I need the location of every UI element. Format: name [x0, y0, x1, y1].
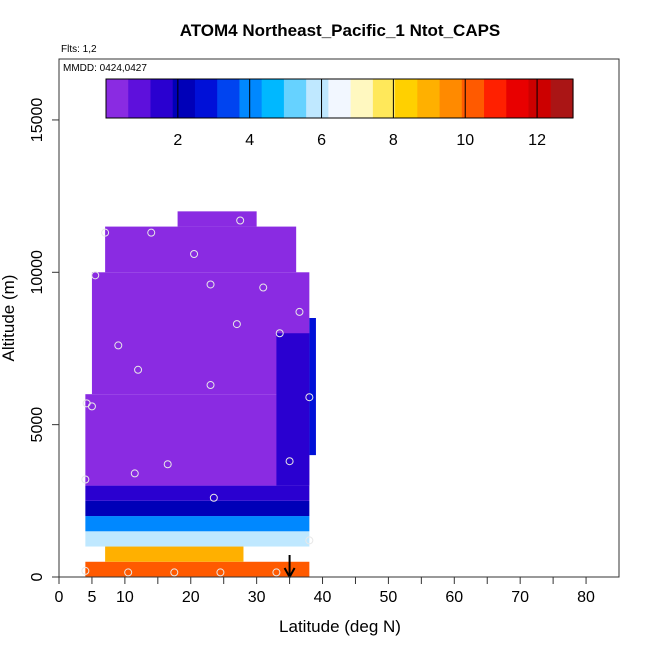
colorbar-swatch [306, 79, 329, 118]
heatmap-cell [85, 485, 310, 501]
sample-point [114, 341, 123, 350]
x-tick-label: 50 [380, 589, 398, 606]
sample-point [87, 402, 96, 411]
sample-point [124, 568, 133, 577]
colorbar-swatch [439, 79, 463, 118]
colorbar-swatch [217, 79, 241, 118]
colorbar-swatch [461, 79, 485, 118]
sample-point [163, 460, 172, 469]
sample-points [81, 216, 314, 577]
y-tick-label: 0 [29, 572, 46, 581]
sample-point [190, 250, 199, 259]
x-tick-label: 30 [248, 589, 266, 606]
y-tick-label: 15000 [29, 98, 46, 143]
date-label: MMDD: 0424,0427 [63, 63, 147, 74]
heatmap-cell [309, 318, 316, 456]
heatmap-cells [85, 211, 316, 577]
sample-point [209, 493, 218, 502]
sample-point [285, 457, 294, 466]
sample-point [81, 566, 90, 575]
y-tick-label: 10000 [29, 250, 46, 295]
heatmap-cell [85, 531, 310, 547]
sample-point [147, 228, 156, 237]
sample-point [272, 568, 281, 577]
heatmap-cell [105, 546, 244, 562]
sample-point [91, 271, 100, 280]
colorbar-tick-label: 4 [245, 132, 254, 149]
colorbar-swatch [528, 79, 552, 118]
heatmap-cell [85, 561, 310, 577]
heatmap-cell [105, 226, 297, 273]
colorbar-tick-label: 2 [173, 132, 182, 149]
y-axis-label: Altitude (m) [0, 275, 18, 362]
heatmap-cell [85, 394, 310, 486]
sample-point [295, 307, 304, 316]
sample-point [101, 228, 110, 237]
colorbar: 2 4 6 8 10 12 [105, 78, 574, 149]
colorbar-swatch [395, 79, 418, 118]
colorbar-swatch [150, 79, 174, 118]
colorbar-frame [105, 78, 574, 119]
sample-point [305, 536, 314, 545]
x-axis-label: Latitude (deg N) [279, 617, 401, 636]
x-tick-label: 0 [55, 589, 64, 606]
x-tick-label: 20 [182, 589, 200, 606]
colorbar-swatch [350, 79, 374, 118]
sample-point [236, 216, 245, 225]
plot-frame [58, 58, 620, 578]
sample-point [81, 475, 90, 484]
sample-point [275, 329, 284, 338]
colorbar-swatch [417, 79, 441, 118]
colorbar-swatch [372, 79, 396, 118]
colorbar-swatch [550, 79, 574, 118]
colorbar-tick-label: 10 [456, 132, 474, 149]
colorbar-swatch [484, 79, 507, 118]
sample-point [130, 469, 139, 478]
sample-point [206, 280, 215, 289]
sample-point [259, 283, 268, 292]
x-tick-label: 60 [445, 589, 463, 606]
sample-point [134, 365, 143, 374]
heatmap-cell [85, 500, 310, 517]
axes: 0 5 10 20 30 40 50 60 70 80 0 5000 10000 15000 [29, 58, 620, 606]
colorbar-swatch [283, 79, 307, 118]
x-tick-label: 40 [314, 589, 332, 606]
sample-point [206, 381, 215, 390]
x-tick-label: 5 [87, 589, 96, 606]
heatmap-cell [85, 516, 310, 532]
sample-point [216, 568, 225, 577]
colorbar-swatch [261, 79, 285, 118]
colorbar-swatch [239, 79, 263, 118]
x-tick-label: 70 [511, 589, 529, 606]
colorbar-swatch [506, 79, 530, 118]
heatmap-cell [177, 211, 257, 227]
flights-label: Flts: 1,2 [61, 44, 97, 55]
heatmap-cell [91, 272, 310, 395]
sample-point [170, 568, 179, 577]
x-tick-label: 10 [116, 589, 134, 606]
x-tick-label: 80 [577, 589, 595, 606]
colorbar-swatch [194, 79, 218, 118]
y-tick-label: 5000 [29, 407, 46, 443]
colorbar-swatch [128, 79, 152, 118]
colorbar-tick-label: 12 [528, 132, 546, 149]
colorbar-swatch [328, 79, 352, 118]
colorbar-swatch [106, 79, 129, 118]
colorbar-tick-label: 6 [317, 132, 326, 149]
sample-point [305, 393, 314, 402]
colorbar-swatch [172, 79, 196, 118]
chart-title: ATOM4 Northeast_Pacific_1 Ntot_CAPS [180, 21, 501, 40]
colorbar-tick-label: 8 [389, 132, 398, 149]
sample-point [232, 320, 241, 329]
